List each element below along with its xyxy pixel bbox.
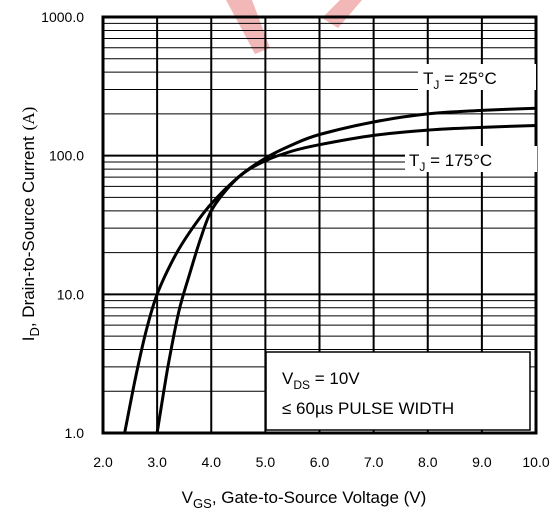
series-label-25c: TJ = 25°C (423, 69, 497, 92)
x-tick-label: 8.0 (418, 454, 438, 470)
series-label-bg-25c (418, 64, 536, 90)
plot-frame (101, 15, 538, 435)
conditions-vds: VDS = 10V (282, 369, 360, 392)
y-tick-label: 1.0 (65, 425, 85, 441)
y-tick-label: 10.0 (57, 286, 84, 302)
x-tick-label: 10.0 (522, 454, 549, 470)
watermark-logo-fragment (226, 0, 270, 54)
series-label-175c: TJ = 175°C (409, 151, 492, 174)
x-tick-label: 6.0 (310, 454, 330, 470)
y-tick-label: 1000.0 (41, 9, 84, 25)
series-line-175c (155, 124, 537, 434)
curve-group (123, 106, 537, 434)
x-tick-label: 9.0 (472, 454, 492, 470)
x-tick-label: 2.0 (93, 454, 113, 470)
watermark-logo-fragment-2 (322, 0, 362, 28)
y-axis-title: ID, Drain-to-Source Current(A) (19, 107, 42, 342)
x-tick-label: 5.0 (256, 454, 276, 470)
x-tick-labels: 2.0 3.0 4.0 5.0 6.0 7.0 8.0 9.0 10.0 (93, 454, 550, 470)
conditions-pulse-width: ≤ 60µs PULSE WIDTH (282, 399, 454, 418)
y-tick-labels: 1.0 10.0 100.0 1000.0 (41, 9, 84, 441)
x-tick-label: 3.0 (147, 454, 167, 470)
x-axis-title: VGS, Gate-to-Source Voltage (V) (182, 488, 427, 511)
y-tick-label: 100.0 (49, 148, 84, 164)
conditions-box (265, 351, 531, 431)
x-tick-label: 4.0 (202, 454, 222, 470)
series-label-bg-175c (405, 146, 537, 172)
x-tick-label: 7.0 (364, 454, 384, 470)
